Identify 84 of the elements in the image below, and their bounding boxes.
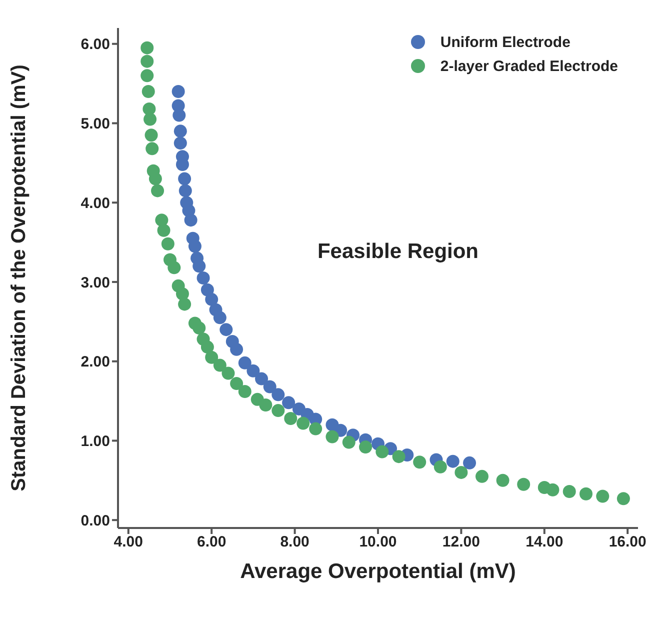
point [174,136,187,150]
point [213,311,226,324]
point [148,172,162,186]
point [157,224,170,237]
point [282,396,296,410]
point [616,492,630,506]
point [392,450,406,464]
point [184,214,198,227]
point [446,454,460,468]
point [205,292,218,306]
point [359,440,372,454]
point [517,478,530,491]
point [178,172,192,186]
x-tick-label: 4.00 [114,534,143,551]
point [255,372,268,386]
point [238,356,252,370]
point [376,445,389,458]
y-tick-label: 6.00 [80,36,110,54]
point [178,298,192,311]
y-axis-title: Standard Deviation of the Overpotential (mV) [8,64,30,492]
point [196,272,210,284]
legend-label: Uniform Electrode [440,34,570,50]
y-tick-label: 1.00 [80,433,110,450]
point [562,484,576,498]
y-tick-label: 0.00 [80,512,110,530]
x-tick-label: 10.00 [359,534,397,551]
point [174,124,187,138]
point [454,466,468,479]
point [155,214,168,227]
point [309,422,322,436]
y-tick-label: 4.00 [80,194,110,212]
annotation: Feasible Region [317,240,479,263]
point [496,474,510,487]
point [192,260,206,273]
x-axis-title: Average Overpotential (mV) [240,560,516,583]
point [413,456,426,469]
point [230,342,244,356]
point [144,112,157,126]
point [140,69,154,82]
point [188,240,202,253]
point [140,54,154,68]
point [161,237,174,250]
point [476,470,488,483]
point [238,384,252,398]
x-tick-label: 6.00 [197,534,226,551]
point [596,490,610,503]
y-tick-label: 2.00 [80,354,110,371]
point [263,380,276,394]
point [168,261,181,274]
point [296,416,310,430]
point [142,84,155,98]
y-tick-label: 3.00 [80,274,110,292]
point [222,366,235,380]
x-tick-label: 8.00 [280,534,310,551]
point [178,184,192,198]
x-tick-label: 16.00 [608,534,646,551]
x-tick-label: 12.00 [442,534,480,551]
point [284,412,298,425]
point [434,460,447,474]
point [463,456,476,470]
point [230,377,244,390]
point [172,108,186,122]
point [151,184,164,198]
point [205,350,218,364]
point [192,322,206,334]
point [140,41,154,54]
x-tick-label: 14.00 [526,534,564,551]
point [246,364,260,378]
point [200,340,214,354]
point [213,358,226,372]
point [172,84,185,98]
point [326,430,339,444]
point [272,404,285,418]
point [220,323,233,336]
point [144,128,158,142]
legend-label: 2-layer Graded Electrode [440,58,618,74]
y-tick-label: 5.00 [80,116,110,133]
point [342,436,356,449]
point [176,287,189,300]
point [580,487,592,500]
point [146,142,159,156]
point [546,483,560,496]
point [272,388,285,402]
point [259,398,272,412]
